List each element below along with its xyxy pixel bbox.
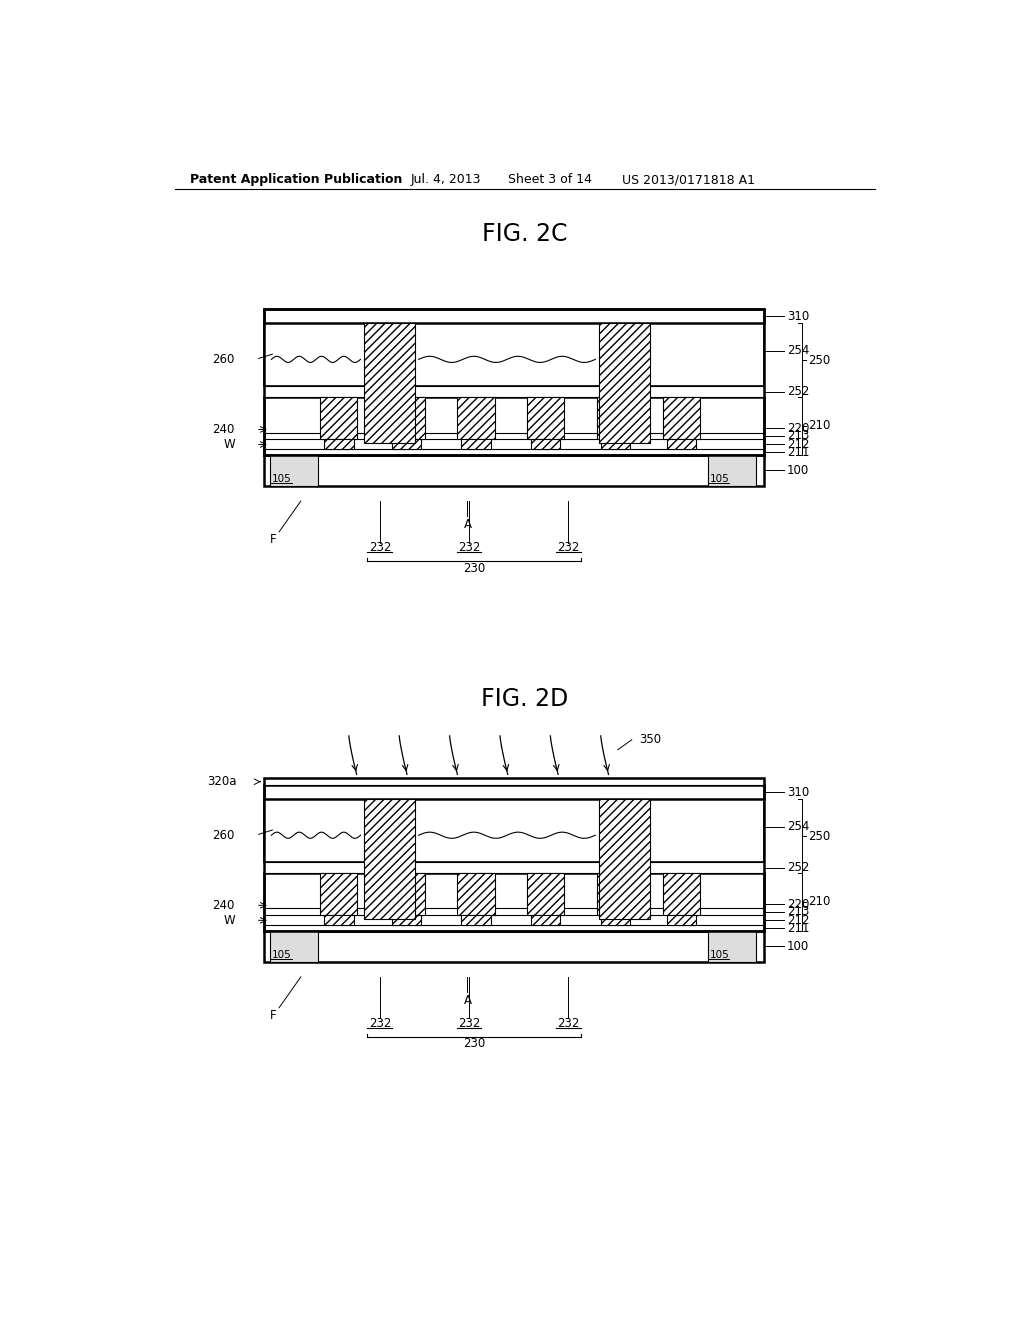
Text: Patent Application Publication: Patent Application Publication	[190, 173, 402, 186]
Bar	[388, 397, 425, 440]
Bar	[708, 455, 756, 486]
Text: 230: 230	[463, 561, 485, 574]
Text: 220: 220	[786, 898, 809, 911]
Bar	[663, 873, 700, 915]
Bar	[270, 931, 317, 961]
Bar	[601, 440, 630, 449]
Text: W: W	[223, 913, 234, 927]
Bar	[365, 799, 415, 919]
Bar	[324, 915, 353, 925]
Text: 232: 232	[458, 541, 480, 554]
Bar	[263, 779, 764, 785]
Text: 310: 310	[786, 785, 809, 799]
Bar	[667, 915, 696, 925]
Text: 105: 105	[710, 950, 730, 961]
Bar	[458, 397, 495, 440]
Text: 260: 260	[213, 829, 234, 842]
Text: 105: 105	[272, 474, 292, 484]
Text: 260: 260	[213, 352, 234, 366]
Bar	[531, 440, 560, 449]
Text: Jul. 4, 2013: Jul. 4, 2013	[411, 173, 481, 186]
Text: US 2013/0171818 A1: US 2013/0171818 A1	[623, 173, 756, 186]
Text: 210: 210	[808, 895, 830, 908]
Bar	[263, 862, 764, 873]
Bar	[708, 931, 756, 961]
Text: 211: 211	[786, 921, 809, 935]
Text: 212: 212	[786, 438, 809, 451]
Bar	[597, 397, 634, 440]
Bar	[461, 915, 490, 925]
Text: F: F	[270, 533, 276, 546]
Bar	[263, 309, 764, 323]
Text: 213: 213	[786, 906, 809, 919]
Bar	[391, 915, 421, 925]
Bar	[270, 455, 317, 486]
Text: 240: 240	[213, 422, 234, 436]
Bar	[263, 785, 764, 799]
Bar	[263, 309, 764, 455]
Text: 252: 252	[786, 385, 809, 399]
Text: Sheet 3 of 14: Sheet 3 of 14	[508, 173, 592, 186]
Bar	[263, 799, 764, 862]
Bar	[667, 440, 696, 449]
Bar	[321, 873, 357, 915]
Text: W: W	[223, 438, 234, 451]
Text: 250: 250	[808, 829, 829, 842]
Text: 105: 105	[710, 474, 730, 484]
Bar	[365, 323, 415, 444]
Bar	[531, 915, 560, 925]
Text: 252: 252	[786, 861, 809, 874]
Text: 320a: 320a	[207, 775, 237, 788]
Text: 240: 240	[213, 899, 234, 912]
Text: 232: 232	[557, 1016, 580, 1030]
Bar	[599, 323, 649, 444]
Bar	[461, 440, 490, 449]
Text: F: F	[270, 1008, 276, 1022]
Text: 232: 232	[369, 541, 391, 554]
Text: 211: 211	[786, 446, 809, 458]
Text: 105: 105	[272, 950, 292, 961]
Text: 254: 254	[786, 345, 809, 358]
Bar	[663, 397, 700, 440]
Bar	[263, 873, 764, 931]
Bar	[321, 397, 357, 440]
Bar	[263, 931, 764, 961]
Bar	[527, 397, 564, 440]
Text: 100: 100	[786, 940, 809, 953]
Text: FIG. 2D: FIG. 2D	[481, 686, 568, 711]
Bar	[601, 915, 630, 925]
Bar	[263, 779, 764, 931]
Text: 220: 220	[786, 422, 809, 434]
Text: 232: 232	[557, 541, 580, 554]
Bar	[263, 323, 764, 387]
Text: 210: 210	[808, 420, 830, 433]
Bar	[388, 873, 425, 915]
Text: 350: 350	[640, 733, 662, 746]
Text: 212: 212	[786, 913, 809, 927]
Text: 232: 232	[369, 1016, 391, 1030]
Bar	[458, 873, 495, 915]
Text: 230: 230	[463, 1038, 485, 1051]
Text: 213: 213	[786, 429, 809, 442]
Bar	[391, 440, 421, 449]
Text: 100: 100	[786, 463, 809, 477]
Bar	[597, 873, 634, 915]
Text: FIG. 2C: FIG. 2C	[482, 222, 567, 246]
Bar	[599, 799, 649, 919]
Text: A: A	[464, 994, 471, 1007]
Text: A: A	[464, 517, 471, 531]
Text: 254: 254	[786, 820, 809, 833]
Bar	[527, 873, 564, 915]
Bar	[263, 387, 764, 397]
Text: 310: 310	[786, 310, 809, 323]
Bar	[263, 455, 764, 486]
Text: 232: 232	[458, 1016, 480, 1030]
Bar	[263, 397, 764, 455]
Bar	[324, 440, 353, 449]
Text: 250: 250	[808, 354, 829, 367]
